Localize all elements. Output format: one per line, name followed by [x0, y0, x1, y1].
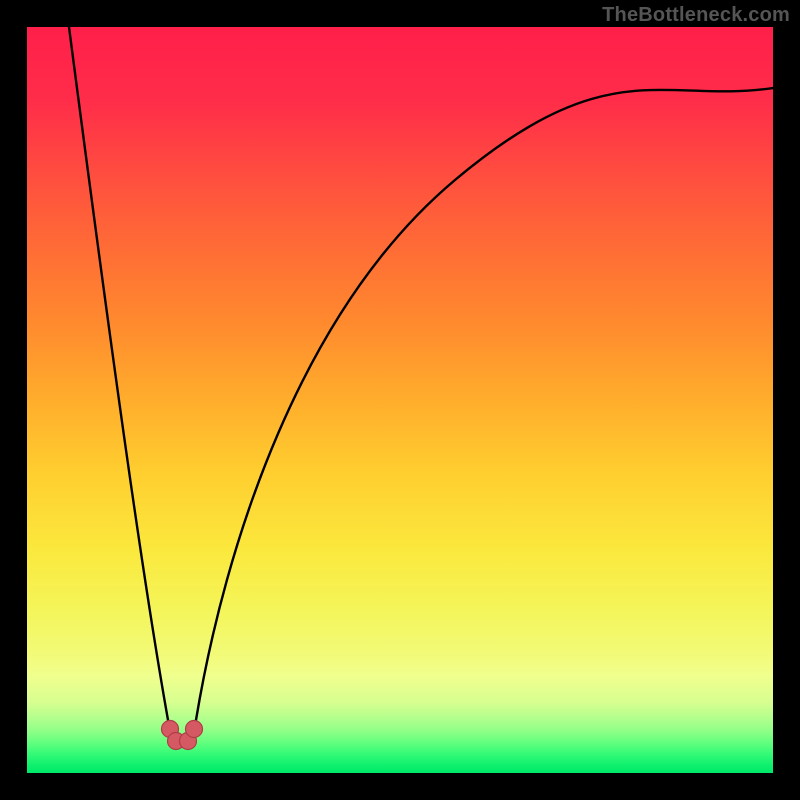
watermark-text: TheBottleneck.com [602, 4, 790, 27]
bottleneck-chart [0, 0, 800, 800]
plot-background-gradient [27, 27, 773, 773]
curve-marker [186, 721, 203, 738]
figure-stage: TheBottleneck.com [0, 0, 800, 800]
